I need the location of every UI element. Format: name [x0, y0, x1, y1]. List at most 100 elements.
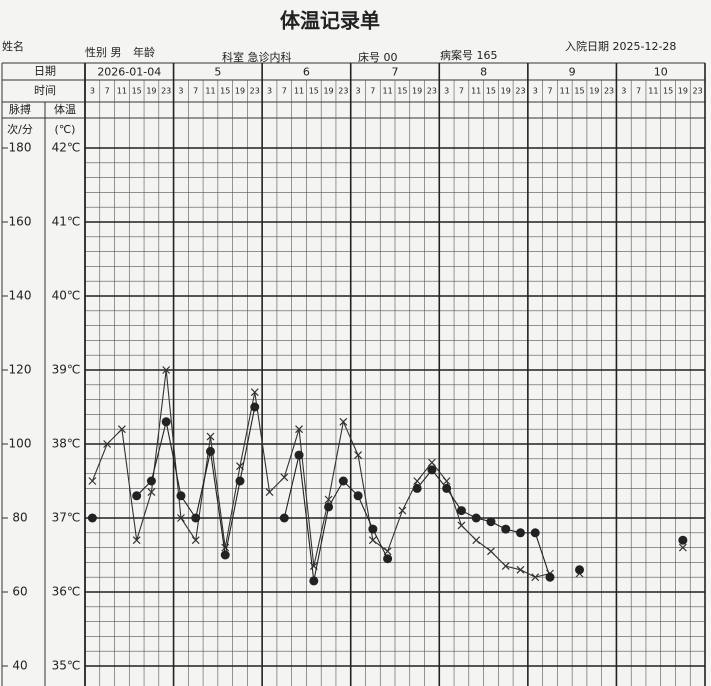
time-label: 11	[294, 87, 304, 96]
time-label: 15	[132, 87, 142, 96]
time-label: 19	[235, 87, 245, 96]
temp-dot	[383, 554, 393, 564]
temp-dot	[575, 565, 585, 575]
time-label: 23	[161, 87, 171, 96]
pulse-mark	[413, 477, 422, 485]
pulse-mark	[280, 473, 289, 482]
time-label: 3	[356, 87, 361, 96]
date-label: 10	[654, 66, 668, 79]
row-label: 次/分	[7, 122, 33, 136]
temp-dot	[161, 417, 171, 427]
date-label: 2026-01-04	[97, 66, 161, 79]
time-label: 15	[309, 87, 319, 96]
pulse-mark	[265, 488, 274, 497]
time-label: 3	[267, 87, 272, 96]
date-label: 5	[214, 66, 221, 79]
y-tick-label: 160	[9, 215, 32, 229]
series-line	[416, 469, 551, 578]
time-label: 3	[621, 87, 626, 96]
temp-dot	[235, 476, 245, 486]
time-label: 7	[459, 87, 464, 96]
y-tick-label: 60	[12, 585, 27, 599]
record-no: 病案号 165	[440, 48, 498, 62]
pulse-mark	[531, 573, 540, 582]
temp-dot	[279, 513, 289, 523]
temp-dot	[515, 528, 525, 538]
temp-dot	[87, 513, 97, 523]
temp-dot	[471, 513, 481, 523]
date-label: 6	[303, 66, 310, 79]
pulse-mark	[250, 388, 259, 397]
time-label: 15	[397, 87, 407, 96]
y2-tick-label: 37℃	[52, 511, 81, 525]
temp-dot	[678, 535, 688, 545]
pulse-mark	[516, 565, 525, 574]
y-tick-label: 140	[9, 289, 32, 303]
time-label: 3	[178, 87, 183, 96]
pulse-mark	[678, 543, 687, 552]
pulse-mark	[427, 458, 436, 467]
y-tick-label: 80	[12, 511, 27, 525]
y-tick-label: 100	[9, 437, 32, 451]
time-label: 23	[427, 87, 437, 96]
y2-tick-label: 42℃	[52, 141, 81, 155]
pulse-mark	[162, 366, 171, 374]
temp-dot	[205, 446, 215, 456]
row-label: (℃)	[55, 123, 76, 136]
temp-dot	[132, 491, 142, 501]
time-label: 23	[693, 87, 703, 96]
pulse-mark	[295, 425, 303, 434]
pulse-mark	[368, 536, 377, 545]
pulse-mark	[132, 536, 141, 545]
temp-dot	[427, 465, 437, 475]
time-label: 23	[515, 87, 525, 96]
temp-dot	[191, 513, 201, 523]
temp-dot	[368, 524, 378, 534]
temp-dot	[442, 483, 452, 493]
pulse-mark	[103, 440, 112, 448]
y2-tick-label: 40℃	[52, 289, 81, 303]
row-label: 体温	[54, 102, 76, 116]
time-label: 15	[574, 87, 584, 96]
time-label: 19	[146, 87, 156, 96]
series-line	[283, 454, 389, 582]
time-label: 15	[663, 87, 673, 96]
time-label: 19	[412, 87, 422, 96]
temp-dot	[250, 402, 260, 412]
date-label: 7	[392, 66, 399, 79]
row-label: 脉搏	[9, 102, 31, 116]
temp-dot	[309, 576, 319, 586]
pulse-mark	[457, 521, 466, 530]
temp-dot	[456, 506, 466, 516]
y2-tick-label: 35℃	[52, 659, 81, 673]
bed: 床号 00	[358, 50, 398, 64]
temp-dot	[530, 528, 540, 538]
age-label: 年龄	[133, 45, 155, 59]
gender: 性别 男	[85, 45, 122, 59]
temp-dot	[176, 491, 186, 501]
time-label: 19	[589, 87, 599, 96]
y2-tick-label: 39℃	[52, 363, 81, 377]
pulse-mark	[206, 432, 215, 441]
temp-dot	[486, 517, 496, 527]
temp-dot	[294, 450, 304, 460]
admission: 入院日期 2025-12-28	[565, 39, 676, 53]
pulse-mark	[117, 425, 126, 434]
temp-dot	[545, 572, 555, 582]
row-label: 时间	[34, 84, 56, 97]
time-label: 7	[370, 87, 375, 96]
temp-dot	[324, 502, 334, 512]
temp-dot	[338, 476, 348, 486]
time-label: 11	[560, 87, 570, 96]
pulse-mark	[88, 477, 97, 485]
time-label: 15	[486, 87, 496, 96]
time-label: 19	[678, 87, 688, 96]
name-label: 姓名	[2, 39, 24, 53]
time-label: 7	[636, 87, 641, 96]
y2-tick-label: 38℃	[52, 437, 81, 451]
pulse-mark	[339, 417, 348, 426]
time-label: 7	[193, 87, 198, 96]
time-label: 19	[501, 87, 511, 96]
temp-dot	[146, 476, 156, 486]
pulse-mark	[472, 536, 481, 545]
